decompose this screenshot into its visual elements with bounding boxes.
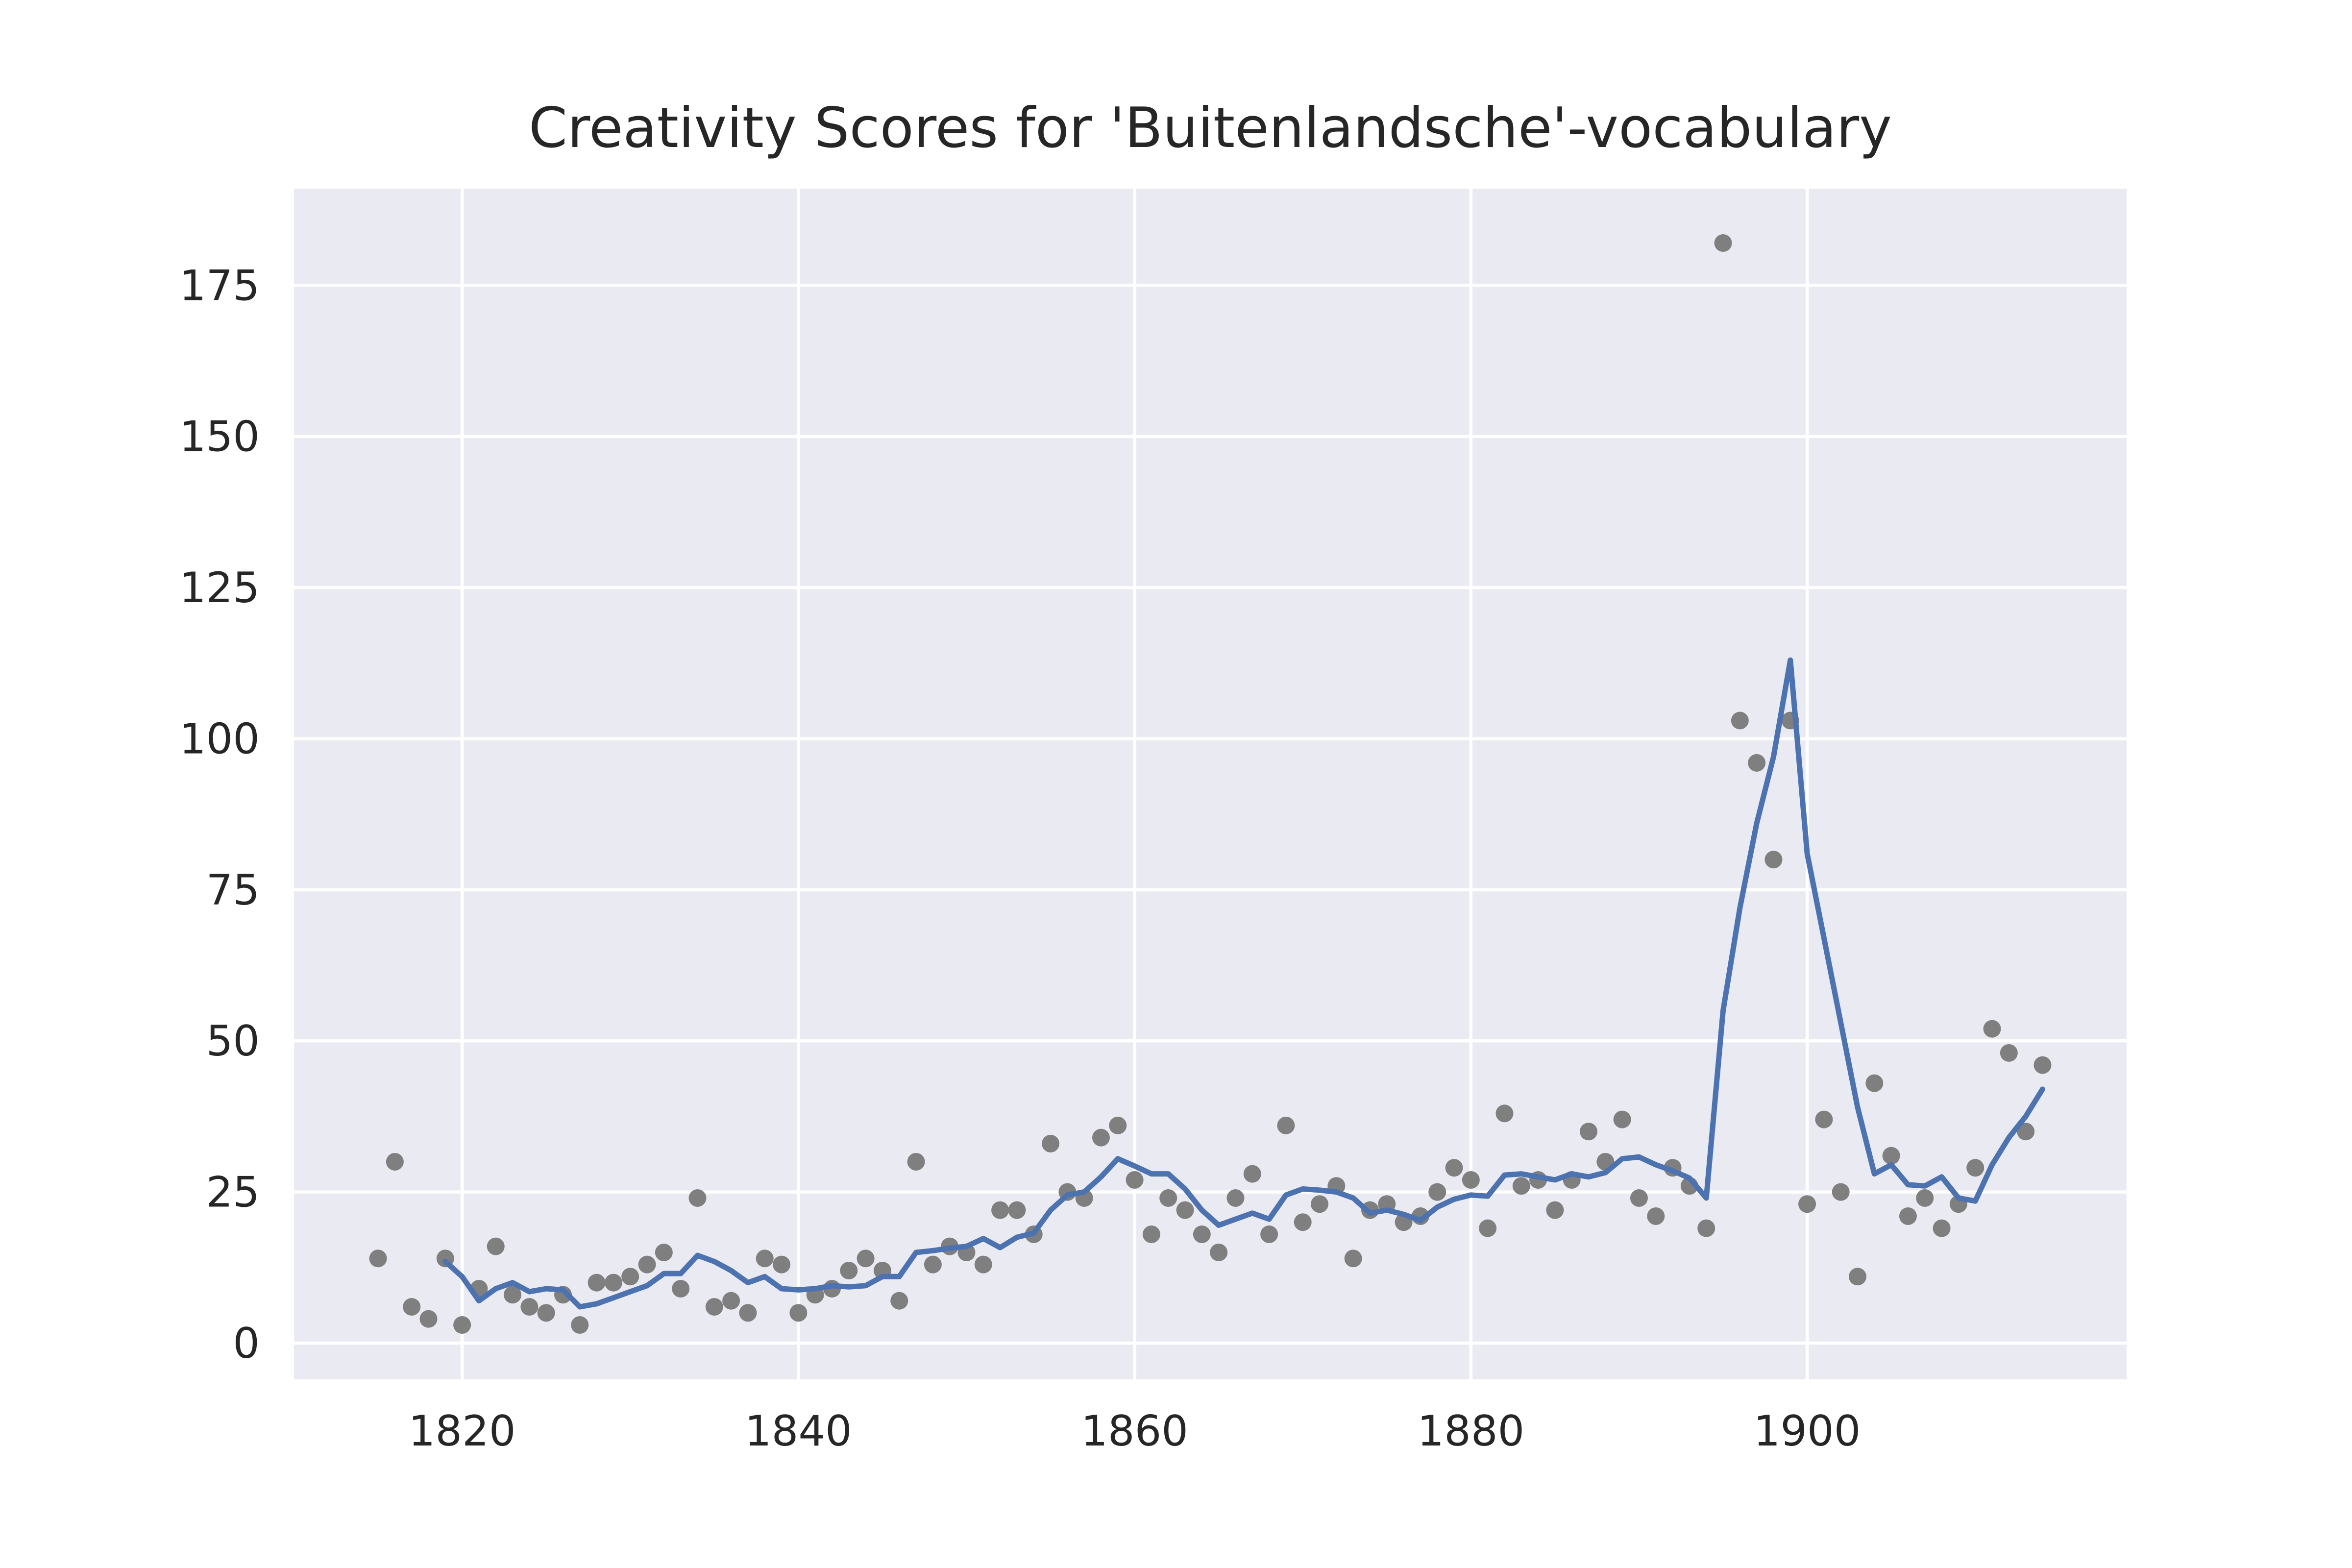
data-point: [1462, 1171, 1480, 1189]
data-point: [1546, 1201, 1564, 1219]
data-point: [1126, 1171, 1144, 1189]
data-point: [1748, 754, 1766, 772]
data-point: [520, 1298, 539, 1316]
data-point: [1714, 234, 1732, 252]
data-point: [1042, 1134, 1060, 1152]
data-point: [588, 1274, 606, 1292]
data-point: [638, 1255, 656, 1274]
data-point: [537, 1304, 555, 1322]
y-tick-label: 100: [179, 714, 260, 763]
x-tick-labels: 1820 1840 1860 1880 1900: [409, 1407, 1861, 1456]
data-point: [773, 1255, 791, 1274]
data-point: [756, 1250, 774, 1268]
scatter-points: [369, 234, 2052, 1334]
data-point: [1495, 1104, 1514, 1123]
data-point: [722, 1292, 740, 1310]
y-tick-label: 150: [179, 413, 260, 462]
data-point: [1260, 1225, 1278, 1243]
data-point: [419, 1310, 438, 1328]
data-point: [840, 1261, 858, 1279]
data-point: [890, 1292, 908, 1310]
data-point: [1092, 1128, 1110, 1147]
data-point: [369, 1250, 387, 1268]
data-point: [1226, 1189, 1245, 1207]
y-tick-label: 75: [206, 866, 260, 915]
x-tick-label: 1840: [745, 1407, 852, 1456]
data-point: [1613, 1110, 1631, 1128]
data-point: [1916, 1189, 1934, 1207]
y-tick-label: 50: [206, 1017, 260, 1066]
data-point: [1630, 1189, 1648, 1207]
data-point: [2034, 1056, 2052, 1074]
data-point: [571, 1316, 589, 1334]
data-point: [453, 1316, 471, 1334]
x-tick-label: 1860: [1081, 1407, 1188, 1456]
data-point: [974, 1255, 992, 1274]
data-point: [1344, 1250, 1362, 1268]
data-point: [1697, 1219, 1715, 1237]
data-point: [672, 1279, 690, 1298]
data-point: [1899, 1207, 1917, 1225]
data-point: [1142, 1225, 1160, 1243]
trend-line: [442, 657, 2045, 1310]
data-point: [1865, 1074, 1884, 1092]
data-point: [1764, 851, 1783, 869]
grid-lines: [294, 189, 2127, 1379]
data-point: [1882, 1147, 1900, 1165]
data-point: [991, 1201, 1009, 1219]
data-point: [604, 1274, 622, 1292]
data-point: [1798, 1195, 1816, 1213]
data-point: [1731, 711, 1749, 730]
data-point: [1294, 1213, 1312, 1231]
data-point: [1933, 1219, 1951, 1237]
data-point: [907, 1152, 925, 1171]
data-point: [1815, 1110, 1833, 1128]
data-point: [1193, 1225, 1211, 1243]
data-point: [857, 1250, 875, 1268]
data-point: [655, 1243, 673, 1261]
trend-lines: [442, 657, 2045, 1310]
data-point: [1445, 1159, 1463, 1177]
data-point: [1210, 1243, 1228, 1261]
data-point: [1512, 1177, 1530, 1195]
data-point: [1580, 1123, 1598, 1141]
y-tick-label: 175: [179, 261, 260, 310]
data-point: [688, 1189, 707, 1207]
data-point: [739, 1304, 757, 1322]
x-tick-label: 1880: [1417, 1407, 1524, 1456]
data-point: [1277, 1116, 1295, 1134]
data-point: [504, 1286, 522, 1304]
data-point: [1428, 1183, 1446, 1201]
y-tick-label: 25: [206, 1168, 260, 1217]
chart-title: Creativity Scores for 'Buitenlandsche'-v…: [529, 96, 1892, 160]
data-point: [621, 1268, 639, 1286]
data-point: [1159, 1189, 1177, 1207]
data-point: [1647, 1207, 1665, 1225]
x-tick-label: 1820: [409, 1407, 516, 1456]
data-point: [1832, 1183, 1850, 1201]
data-point: [2000, 1044, 2018, 1062]
data-point: [789, 1304, 808, 1322]
plot-background: [294, 189, 2127, 1379]
data-point: [1109, 1116, 1127, 1134]
y-tick-label: 125: [179, 564, 260, 612]
data-point: [924, 1255, 942, 1274]
data-point: [386, 1152, 404, 1171]
data-point: [1176, 1201, 1194, 1219]
data-point: [403, 1298, 421, 1316]
data-point: [1243, 1165, 1261, 1183]
y-tick-label: 0: [233, 1319, 260, 1368]
y-tick-labels: 0 25 50 75 100 125 150 175: [179, 261, 260, 1368]
data-point: [1479, 1219, 1497, 1237]
data-point: [1966, 1159, 1984, 1177]
data-point: [2017, 1123, 2035, 1141]
data-point: [1008, 1201, 1026, 1219]
x-tick-label: 1900: [1754, 1407, 1861, 1456]
data-point: [1311, 1195, 1329, 1213]
data-point: [705, 1298, 723, 1316]
data-point: [1983, 1020, 2001, 1038]
data-point: [1849, 1268, 1867, 1286]
data-point: [487, 1237, 505, 1255]
